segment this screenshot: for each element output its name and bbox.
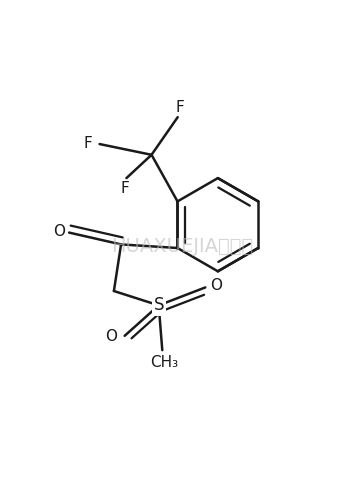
Text: F: F [175,100,184,115]
Text: O: O [53,224,65,239]
Text: O: O [105,329,117,344]
Text: O: O [210,278,222,293]
Text: F: F [84,136,92,151]
Text: HUAXUEJIA化学加: HUAXUEJIA化学加 [111,237,253,256]
Text: CH₃: CH₃ [150,355,178,370]
Text: S: S [154,296,164,314]
Text: F: F [120,182,129,196]
